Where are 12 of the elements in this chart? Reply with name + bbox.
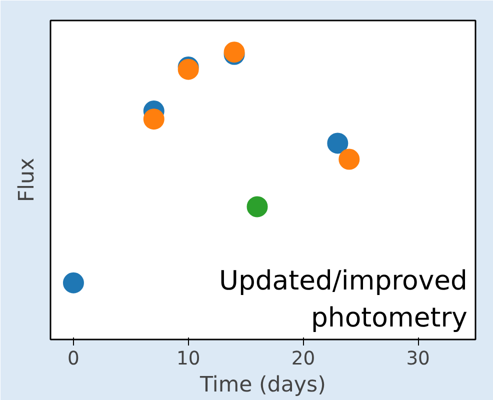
point <box>246 196 268 218</box>
point <box>143 108 164 130</box>
point <box>62 272 84 294</box>
x-tick-label: 30 <box>406 348 430 370</box>
x-axis-title: Time (days) <box>199 372 326 398</box>
x-tick-label: 10 <box>176 348 200 370</box>
x-tick-label: 20 <box>291 348 316 370</box>
x-tick-label: 0 <box>68 348 80 370</box>
y-axis-title: Flux <box>14 158 40 202</box>
annotation: Updated/improved photometry <box>218 266 468 334</box>
point <box>338 148 360 170</box>
point <box>327 132 348 154</box>
